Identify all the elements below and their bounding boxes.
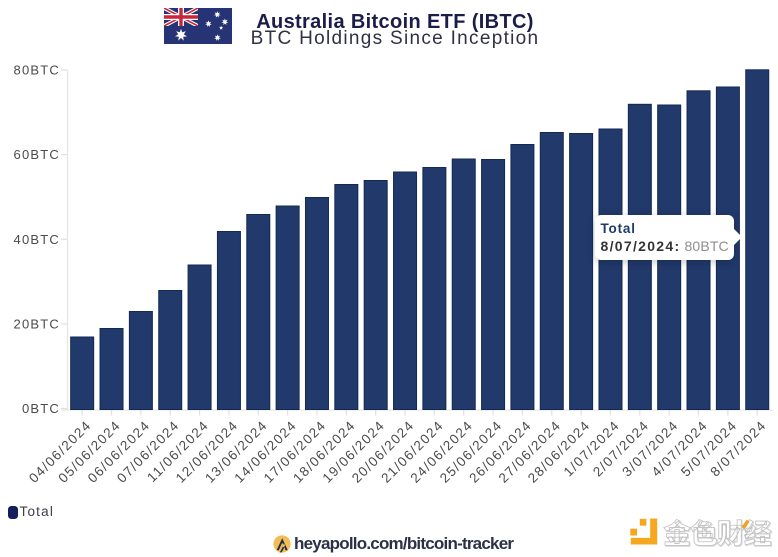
svg-text:60BTC: 60BTC bbox=[14, 147, 60, 162]
svg-text:80BTC: 80BTC bbox=[14, 63, 60, 78]
svg-text:0BTC: 0BTC bbox=[22, 401, 60, 416]
svg-text:20BTC: 20BTC bbox=[14, 316, 60, 331]
svg-text:40BTC: 40BTC bbox=[14, 232, 60, 247]
